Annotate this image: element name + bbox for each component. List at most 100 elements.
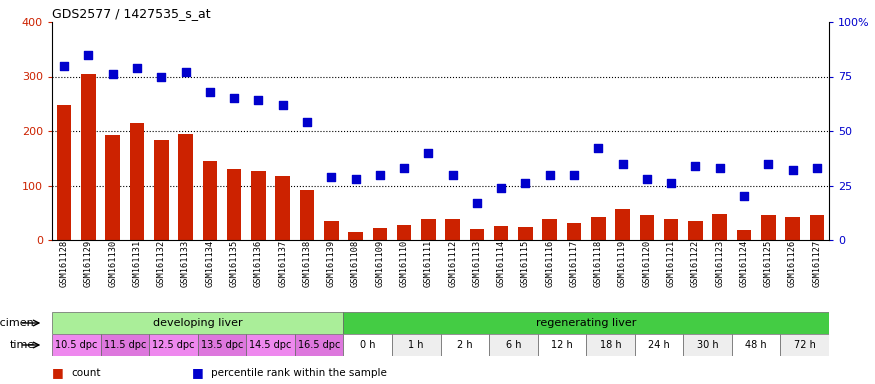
- Text: 2 h: 2 h: [457, 340, 472, 350]
- Text: 24 h: 24 h: [648, 340, 670, 350]
- Text: 18 h: 18 h: [599, 340, 621, 350]
- Point: [373, 172, 387, 178]
- Text: 72 h: 72 h: [794, 340, 816, 350]
- Bar: [392, 334, 440, 356]
- Bar: [634, 334, 683, 356]
- Bar: [591, 217, 605, 240]
- Point: [325, 174, 339, 180]
- Bar: [178, 134, 192, 240]
- Text: 30 h: 30 h: [696, 340, 718, 350]
- Bar: [105, 135, 120, 240]
- Bar: [780, 334, 829, 356]
- Bar: [664, 219, 678, 240]
- Bar: [198, 334, 246, 356]
- Point: [251, 98, 265, 104]
- Bar: [470, 228, 484, 240]
- Bar: [445, 219, 460, 240]
- Bar: [396, 225, 411, 240]
- Text: GSM161137: GSM161137: [278, 240, 287, 287]
- Text: 6 h: 6 h: [506, 340, 522, 350]
- Bar: [295, 334, 343, 356]
- Bar: [761, 215, 775, 240]
- Text: GSM161111: GSM161111: [424, 240, 433, 287]
- Text: GSM161109: GSM161109: [375, 240, 384, 287]
- Text: time: time: [10, 340, 34, 350]
- Text: 11.5 dpc: 11.5 dpc: [103, 340, 146, 350]
- Point: [397, 165, 411, 171]
- Point: [494, 185, 508, 191]
- Point: [542, 172, 556, 178]
- Point: [130, 65, 144, 71]
- Point: [592, 146, 605, 152]
- Bar: [688, 221, 703, 240]
- Bar: [52, 312, 343, 334]
- Text: 13.5 dpc: 13.5 dpc: [200, 340, 243, 350]
- Text: GSM161139: GSM161139: [326, 240, 336, 287]
- Bar: [373, 228, 387, 240]
- Point: [786, 167, 800, 173]
- Bar: [348, 232, 363, 240]
- Text: ■: ■: [52, 366, 64, 379]
- Point: [276, 102, 290, 108]
- Bar: [537, 334, 586, 356]
- Point: [519, 180, 533, 186]
- Bar: [493, 227, 508, 240]
- Text: GSM161119: GSM161119: [618, 240, 627, 287]
- Text: percentile rank within the sample: percentile rank within the sample: [211, 368, 387, 378]
- Text: 10.5 dpc: 10.5 dpc: [55, 340, 97, 350]
- Text: GSM161126: GSM161126: [788, 240, 797, 287]
- Text: ■: ■: [192, 366, 204, 379]
- Text: GSM161113: GSM161113: [473, 240, 481, 287]
- Point: [761, 161, 775, 167]
- Bar: [81, 74, 95, 240]
- Bar: [518, 227, 533, 240]
- Point: [470, 200, 484, 206]
- Text: 1 h: 1 h: [409, 340, 424, 350]
- Bar: [712, 214, 727, 240]
- Bar: [737, 230, 752, 240]
- Text: GSM161138: GSM161138: [303, 240, 312, 287]
- Bar: [809, 215, 824, 240]
- Text: 48 h: 48 h: [746, 340, 767, 350]
- Text: 14.5 dpc: 14.5 dpc: [249, 340, 291, 350]
- Bar: [785, 217, 800, 240]
- Text: GSM161128: GSM161128: [60, 240, 68, 287]
- Text: GSM161124: GSM161124: [739, 240, 748, 287]
- Point: [689, 163, 703, 169]
- Text: GSM161131: GSM161131: [132, 240, 142, 287]
- Point: [713, 165, 727, 171]
- Text: GSM161112: GSM161112: [448, 240, 457, 287]
- Point: [178, 69, 192, 75]
- Bar: [421, 219, 436, 240]
- Text: GSM161132: GSM161132: [157, 240, 165, 287]
- Point: [348, 176, 362, 182]
- Point: [154, 73, 168, 79]
- Point: [228, 95, 242, 101]
- Text: GSM161108: GSM161108: [351, 240, 360, 287]
- Point: [422, 150, 436, 156]
- Text: GSM161122: GSM161122: [691, 240, 700, 287]
- Text: GSM161123: GSM161123: [715, 240, 724, 287]
- Point: [445, 172, 459, 178]
- Point: [810, 165, 824, 171]
- Bar: [101, 334, 149, 356]
- Point: [664, 180, 678, 186]
- Text: GSM161120: GSM161120: [642, 240, 651, 287]
- Bar: [130, 123, 144, 240]
- Bar: [683, 334, 732, 356]
- Text: GSM161134: GSM161134: [206, 240, 214, 287]
- Text: GSM161114: GSM161114: [497, 240, 506, 287]
- Bar: [732, 334, 780, 356]
- Point: [640, 176, 654, 182]
- Bar: [567, 223, 581, 240]
- Text: developing liver: developing liver: [153, 318, 242, 328]
- Text: GSM161121: GSM161121: [667, 240, 676, 287]
- Text: GSM161129: GSM161129: [84, 240, 93, 287]
- Bar: [246, 334, 295, 356]
- Bar: [542, 219, 557, 240]
- Text: GSM161118: GSM161118: [594, 240, 603, 287]
- Text: GSM161110: GSM161110: [400, 240, 409, 287]
- Bar: [615, 209, 630, 240]
- Bar: [57, 105, 72, 240]
- Point: [203, 89, 217, 95]
